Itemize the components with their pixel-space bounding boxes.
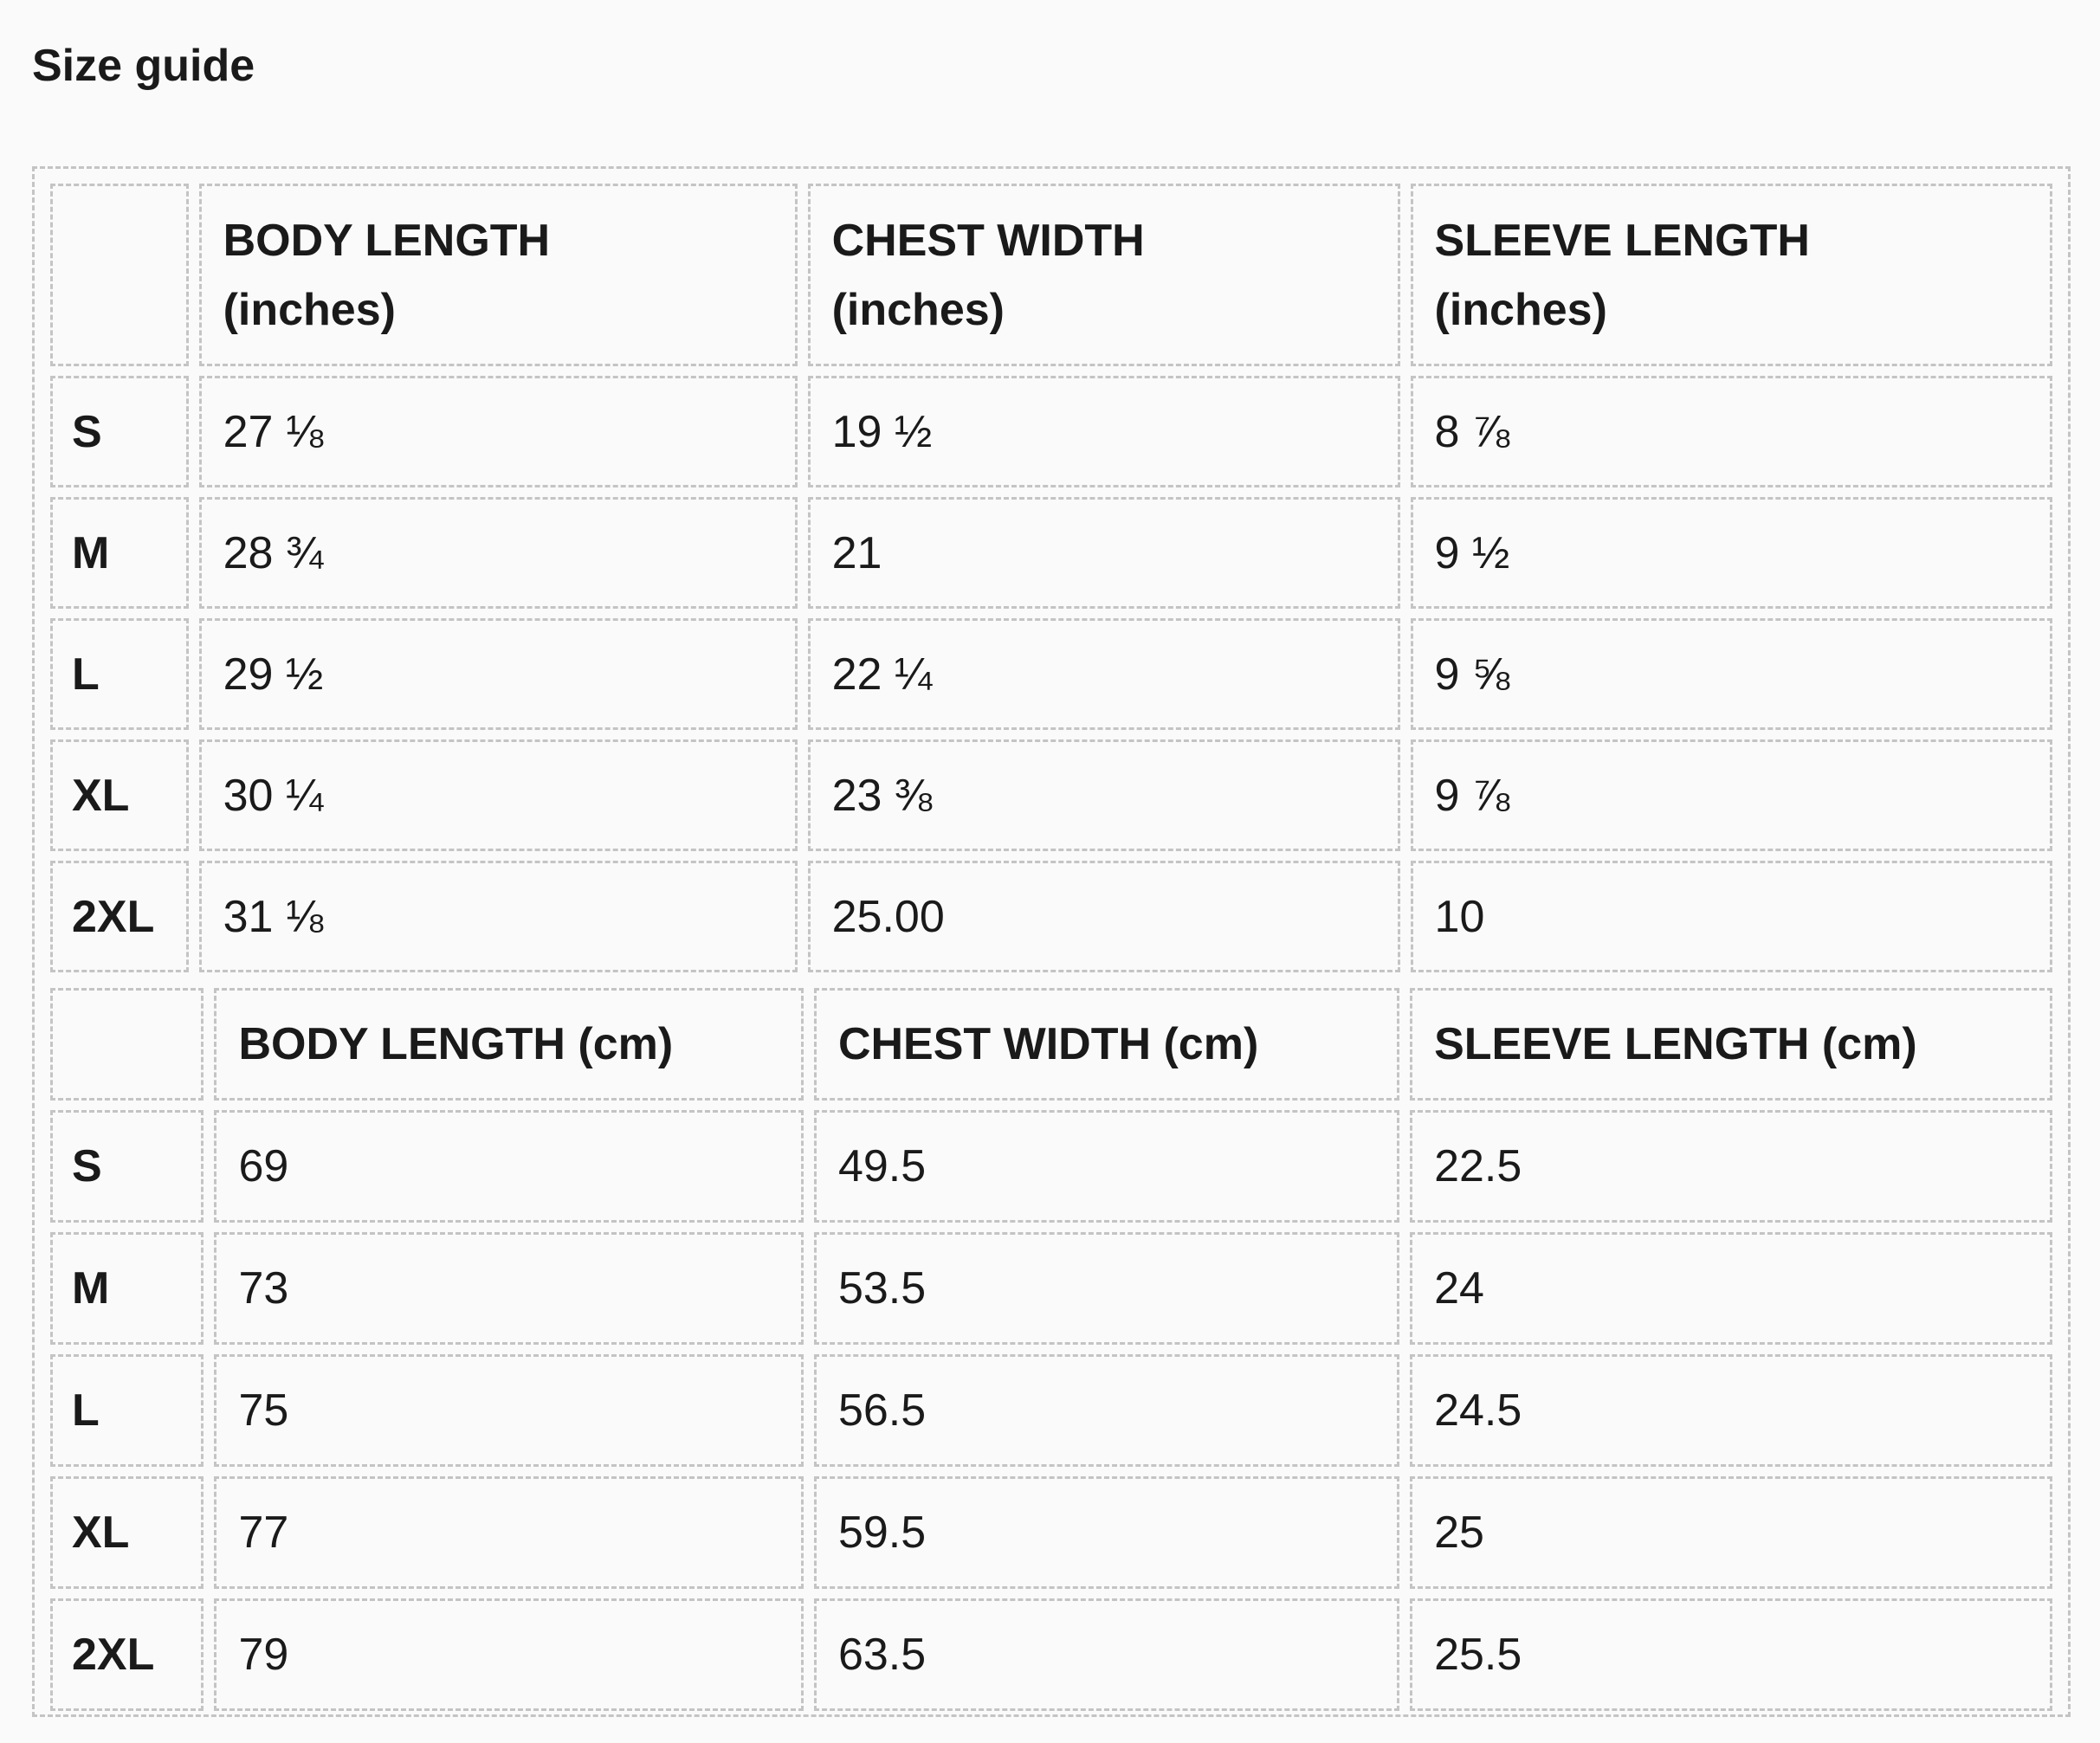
measurement-cell: 9 ⅞ (1410, 739, 2052, 851)
column-header: SLEEVE LENGTH (inches) (1410, 184, 2052, 366)
measurement-cell: 29 ½ (198, 618, 798, 730)
size-label: 2XL (50, 861, 189, 972)
table-row: S 69 49.5 22.5 (50, 1110, 2052, 1223)
measurement-cell: 56.5 (813, 1354, 1400, 1467)
table-row: M 28 ¾ 21 9 ½ (50, 497, 2052, 609)
measurement-cell: 25.5 (1410, 1598, 2052, 1711)
measurement-cell: 10 (1410, 861, 2052, 972)
measurement-cell: 79 (214, 1598, 804, 1711)
column-header: CHEST WIDTH (cm) (813, 988, 1400, 1101)
measurement-cell: 30 ¼ (198, 739, 798, 851)
header-row: BODY LENGTH (cm) CHEST WIDTH (cm) SLEEVE L… (50, 988, 2052, 1101)
table-row: 2XL 31 ⅛ 25.00 10 (50, 861, 2052, 972)
size-label: M (50, 497, 189, 609)
size-label: XL (50, 1476, 204, 1589)
measurement-cell: 19 ½ (807, 376, 1400, 487)
measurement-cell: 69 (214, 1110, 804, 1223)
size-label: L (50, 618, 189, 730)
measurement-cell: 75 (214, 1354, 804, 1467)
measurement-cell: 59.5 (813, 1476, 1400, 1589)
column-header: BODY LENGTH (cm) (214, 988, 804, 1101)
size-label: 2XL (50, 1598, 204, 1711)
table-row: 2XL 79 63.5 25.5 (50, 1598, 2052, 1711)
measurement-cell: 21 (807, 497, 1400, 609)
measurement-cell: 28 ¾ (198, 497, 798, 609)
size-label: L (50, 1354, 204, 1467)
measurement-cell: 24.5 (1410, 1354, 2052, 1467)
measurement-cell: 22.5 (1410, 1110, 2052, 1223)
size-table-inches: BODY LENGTH (inches) CHEST WIDTH (inches) SL… (40, 174, 2063, 982)
measurement-cell: 9 ½ (1410, 497, 2052, 609)
measurement-cell: 31 ⅛ (198, 861, 798, 972)
table-row: L 75 56.5 24.5 (50, 1354, 2052, 1467)
size-label: S (50, 376, 189, 487)
measurement-cell: 22 ¼ (807, 618, 1400, 730)
measurement-cell: 9 ⅝ (1410, 618, 2052, 730)
measurement-cell: 8 ⅞ (1410, 376, 2052, 487)
measurement-cell: 25.00 (807, 861, 1400, 972)
size-label: XL (50, 739, 189, 851)
table-row: XL 77 59.5 25 (50, 1476, 2052, 1589)
measurement-cell: 23 ⅜ (807, 739, 1400, 851)
header-cell-empty (50, 184, 189, 366)
measurement-cell: 27 ⅛ (198, 376, 798, 487)
measurement-cell: 25 (1410, 1476, 2052, 1589)
measurement-cell: 73 (214, 1232, 804, 1345)
column-header: SLEEVE LENGTH (cm) (1410, 988, 2052, 1101)
column-header: CHEST WIDTH (inches) (807, 184, 1400, 366)
measurement-cell: 63.5 (813, 1598, 1400, 1711)
header-row: BODY LENGTH (inches) CHEST WIDTH (inches) SL… (50, 184, 2052, 366)
measurement-cell: 49.5 (813, 1110, 1400, 1223)
measurement-cell: 77 (214, 1476, 804, 1589)
measurement-cell: 53.5 (813, 1232, 1400, 1345)
header-cell-empty (50, 988, 204, 1101)
size-table-cm: BODY LENGTH (cm) CHEST WIDTH (cm) SLEEVE L… (40, 978, 2063, 1720)
column-header: BODY LENGTH (inches) (198, 184, 798, 366)
size-guide-container: BODY LENGTH (inches) CHEST WIDTH (inches) SL… (32, 166, 2071, 1717)
table-row: M 73 53.5 24 (50, 1232, 2052, 1345)
size-label: M (50, 1232, 204, 1345)
page-title: Size guide (32, 41, 255, 91)
measurement-cell: 24 (1410, 1232, 2052, 1345)
size-label: S (50, 1110, 204, 1223)
